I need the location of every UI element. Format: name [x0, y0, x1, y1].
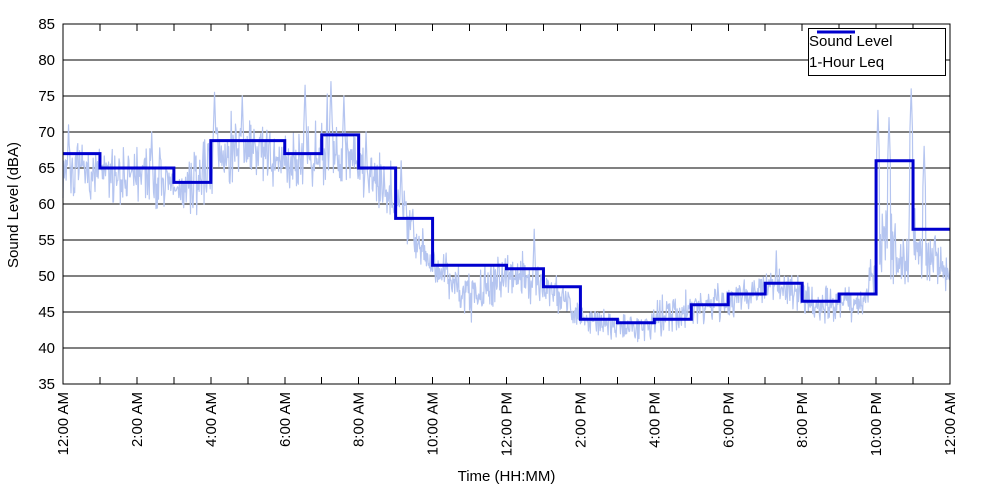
legend: Sound Level 1-Hour Leq: [808, 28, 946, 76]
legend-label-leq: 1-Hour Leq: [809, 53, 885, 71]
legend-entry-leq: 1-Hour Leq: [809, 30, 945, 72]
x-tick-label: 6:00 AM: [277, 392, 294, 447]
leq-series: [63, 133, 950, 325]
x-tick-label: 10:00 AM: [425, 392, 442, 455]
leq-line-icon: [817, 30, 855, 34]
x-tick-label: 2:00 PM: [572, 392, 589, 448]
x-tick-label: 6:00 PM: [720, 392, 737, 448]
x-tick-label: 12:00 AM: [942, 392, 959, 455]
x-tick-label: 4:00 PM: [646, 392, 663, 448]
x-axis-title: Time (HH:MM): [457, 468, 556, 485]
x-tick-label: 8:00 PM: [794, 392, 811, 448]
x-tick-label: 10:00 PM: [868, 392, 885, 456]
y-tick-label: 45: [38, 304, 55, 321]
y-tick-label: 35: [38, 376, 55, 393]
y-tick-label: 40: [38, 340, 55, 357]
x-tick-label: 2:00 AM: [129, 392, 146, 447]
y-tick-label: 80: [38, 52, 55, 69]
y-tick-label: 75: [38, 88, 55, 105]
y-axis-title: Sound Level (dBA): [5, 142, 22, 268]
x-tick-label: 12:00 AM: [55, 392, 72, 455]
y-tick-label: 70: [38, 124, 55, 141]
y-tick-label: 55: [38, 232, 55, 249]
plot-frame: [62, 23, 951, 385]
legend-label-sound-level: Sound Level: [809, 33, 893, 51]
x-tick-label: 4:00 AM: [203, 392, 220, 447]
x-tick-label: 12:00 PM: [499, 392, 516, 456]
y-tick-label: 60: [38, 196, 55, 213]
y-tick-label: 65: [38, 160, 55, 177]
x-tick-label: 8:00 AM: [351, 392, 368, 447]
y-tick-label: 50: [38, 268, 55, 285]
y-tick-label: 85: [38, 16, 55, 33]
